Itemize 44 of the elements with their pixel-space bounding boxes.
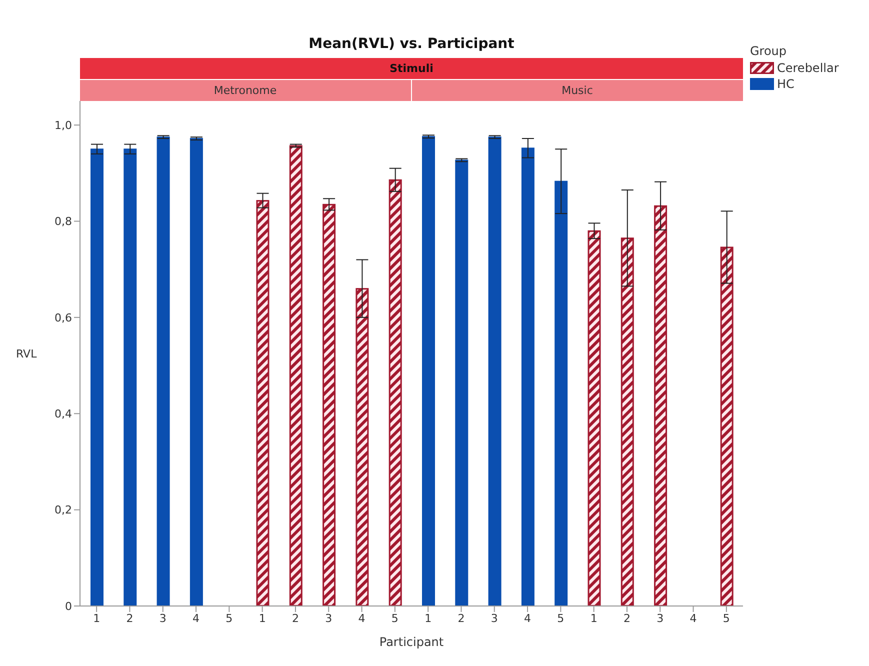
- legend-title: Group: [750, 44, 788, 58]
- legend-label: Cerebellar: [777, 61, 839, 75]
- bar: [488, 136, 502, 606]
- y-tick-label: 0: [65, 600, 72, 613]
- x-tick-label: 3: [656, 612, 664, 625]
- x-tick-label: 3: [159, 612, 166, 625]
- x-tick-label: 5: [226, 612, 233, 625]
- x-tick-label: 5: [557, 612, 564, 625]
- bar: [90, 148, 104, 606]
- x-tick-label: 3: [325, 612, 332, 625]
- bar: [156, 136, 170, 606]
- x-tick-label: 3: [490, 612, 498, 625]
- text: Metronome: [80, 80, 410, 101]
- x-tick-label: 2: [126, 612, 134, 625]
- text: Music: [412, 80, 743, 101]
- y-tick-label: 0,6: [54, 311, 72, 324]
- y-axis-title: RVL: [16, 347, 38, 360]
- chart-title: Mean(RVL) vs. Participant: [308, 36, 516, 52]
- bar: [124, 148, 137, 606]
- bar: [554, 180, 568, 606]
- x-tick-label: 2: [458, 612, 465, 625]
- x-tick-label: 1: [258, 612, 266, 625]
- x-tick-label: 2: [623, 612, 630, 625]
- bar: [455, 160, 468, 606]
- x-tick-label: 1: [93, 612, 100, 625]
- x-tick-label: 1: [424, 612, 432, 625]
- x-tick-label: 4: [192, 612, 200, 625]
- legend-label: HC: [777, 77, 794, 91]
- y-tick-label: 0,4: [54, 408, 72, 421]
- x-axis-title: Participant: [379, 635, 444, 649]
- y-tick-label: 0,2: [54, 504, 72, 517]
- x-tick-label: 2: [292, 612, 299, 625]
- x-tick-label: 5: [391, 612, 398, 625]
- x-tick-label: 4: [524, 612, 532, 625]
- y-tick-label: 1,0: [54, 118, 72, 132]
- text: Stimuli: [80, 58, 743, 79]
- x-tick-label: 1: [590, 612, 598, 625]
- x-tick-label: 5: [722, 612, 730, 625]
- bar: [422, 136, 435, 606]
- bar: [190, 138, 203, 606]
- y-tick-label: 0,8: [54, 215, 72, 228]
- x-tick-label: 4: [690, 612, 697, 625]
- bar: [521, 148, 534, 606]
- x-tick-label: 4: [358, 612, 366, 625]
